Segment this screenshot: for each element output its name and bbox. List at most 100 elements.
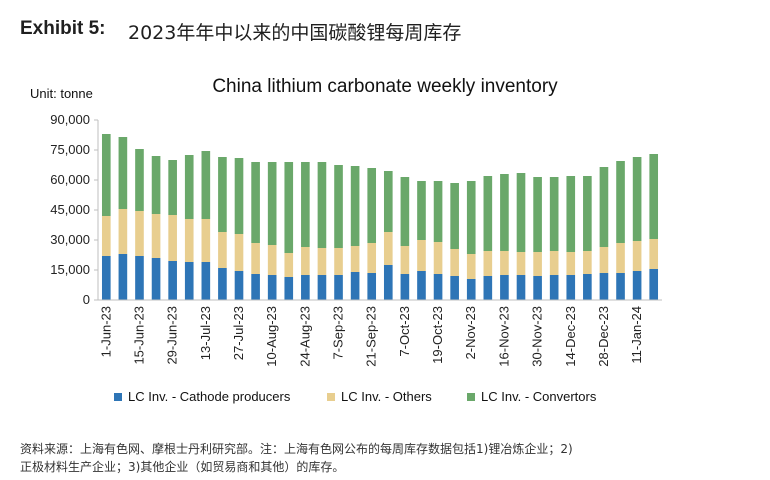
unit-label: Unit: tonne [30,86,93,101]
x-tick-label: 16-Nov-23 [496,306,511,367]
bar-others [118,209,128,254]
x-tick-label: 24-Aug-23 [297,306,312,367]
bar-others [201,219,211,262]
bar-convertors [616,161,625,243]
bar-others [301,247,310,275]
bar-convertors [251,162,260,243]
bar-cathode [267,275,277,300]
bar-others [616,243,625,273]
source-note: 资料来源：上海有色网、摩根士丹利研究部。注：上海有色网公布的每周库存数据包括1)… [20,440,750,476]
bar-convertors [101,134,111,216]
bar-others [234,234,244,271]
y-tick-label: 75,000 [50,142,90,157]
bar-convertors [184,155,194,219]
bar-cathode [417,271,426,300]
x-tick-label: 1-Jun-23 [98,306,113,357]
bar-cathode [583,274,592,300]
legend-item-convertors: LC Inv. - Convertors [467,389,596,404]
x-tick-label: 10-Aug-23 [264,306,279,367]
bar-convertors [334,165,343,248]
bar-convertors [284,162,294,253]
legend-label-convertors: LC Inv. - Convertors [481,389,597,404]
bar-others [184,219,194,262]
bar-convertors [234,158,244,234]
bar-others [516,252,526,275]
bar-convertors [218,157,227,232]
bar-cathode [135,256,144,300]
bar-convertors [483,176,493,251]
bar-others [433,242,443,274]
bar-others [168,215,177,261]
bar-convertors [367,168,377,243]
bar-cathode [284,277,294,300]
bar-others [317,248,327,275]
bar-others [583,251,592,274]
bar-convertors [301,162,310,247]
bar-convertors [151,156,161,214]
bar-cathode [632,271,642,300]
legend-swatch-others [327,392,335,401]
bar-others [566,252,576,275]
bar-convertors [201,151,211,219]
bar-others [549,251,559,275]
x-tick-label: 30-Nov-23 [530,306,545,367]
bar-convertors [383,171,393,232]
y-tick-label: 90,000 [50,112,90,127]
bar-others [367,243,377,273]
bar-cathode [101,256,111,300]
y-tick-label: 30,000 [50,232,90,247]
bar-convertors [417,181,426,240]
x-tick-label: 21-Sep-23 [364,306,379,367]
bar-cathode [201,262,211,300]
legend-item-cathode: LC Inv. - Cathode producers [114,389,290,404]
bar-convertors [118,137,128,209]
y-tick-label: 60,000 [50,172,90,187]
bar-convertors [649,154,659,239]
bar-others [483,251,493,276]
bar-others [400,246,410,274]
bar-others [251,243,260,274]
legend-label-others: LC Inv. - Others [341,389,432,404]
bar-others [383,232,393,265]
bar-convertors [466,181,476,254]
bar-others [334,248,343,275]
bar-convertors [135,149,144,211]
bar-cathode [383,265,393,300]
bar-cathode [118,254,128,300]
bar-convertors [350,166,360,246]
bar-cathode [251,274,260,300]
bar-others [101,216,111,256]
bar-convertors [549,177,559,251]
x-tick-label: 2-Nov-23 [463,306,478,359]
bar-convertors [566,176,576,252]
bar-others [649,239,659,269]
y-tick-label: 45,000 [50,202,90,217]
bar-cathode [301,275,310,300]
bar-cathode [483,276,493,300]
bar-cathode [334,275,343,300]
bar-others [500,251,509,275]
y-tick-label: 15,000 [50,262,90,277]
bar-convertors [168,160,177,215]
bar-cathode [516,275,526,300]
exhibit-label: Exhibit 5: [20,18,106,39]
bar-cathode [466,279,476,300]
x-tick-label: 7-Oct-23 [397,306,412,357]
chart-title: China lithium carbonate weekly inventory [212,76,558,97]
bar-convertors [583,176,592,251]
bar-others [135,211,144,256]
x-tick-label: 13-Jul-23 [198,306,213,360]
y-tick-label: 0 [83,292,90,307]
bar-others [151,214,161,258]
bar-others [466,254,476,279]
bar-convertors [632,157,642,241]
bar-cathode [218,268,227,300]
bar-others [267,245,277,275]
bar-convertors [267,162,277,245]
x-tick-label: 19-Oct-23 [430,306,445,364]
exhibit-title: 2023年年中以来的中国碳酸锂每周库存 [128,22,462,44]
bar-convertors [400,177,410,246]
bar-others [350,246,360,272]
bar-cathode [234,271,244,300]
